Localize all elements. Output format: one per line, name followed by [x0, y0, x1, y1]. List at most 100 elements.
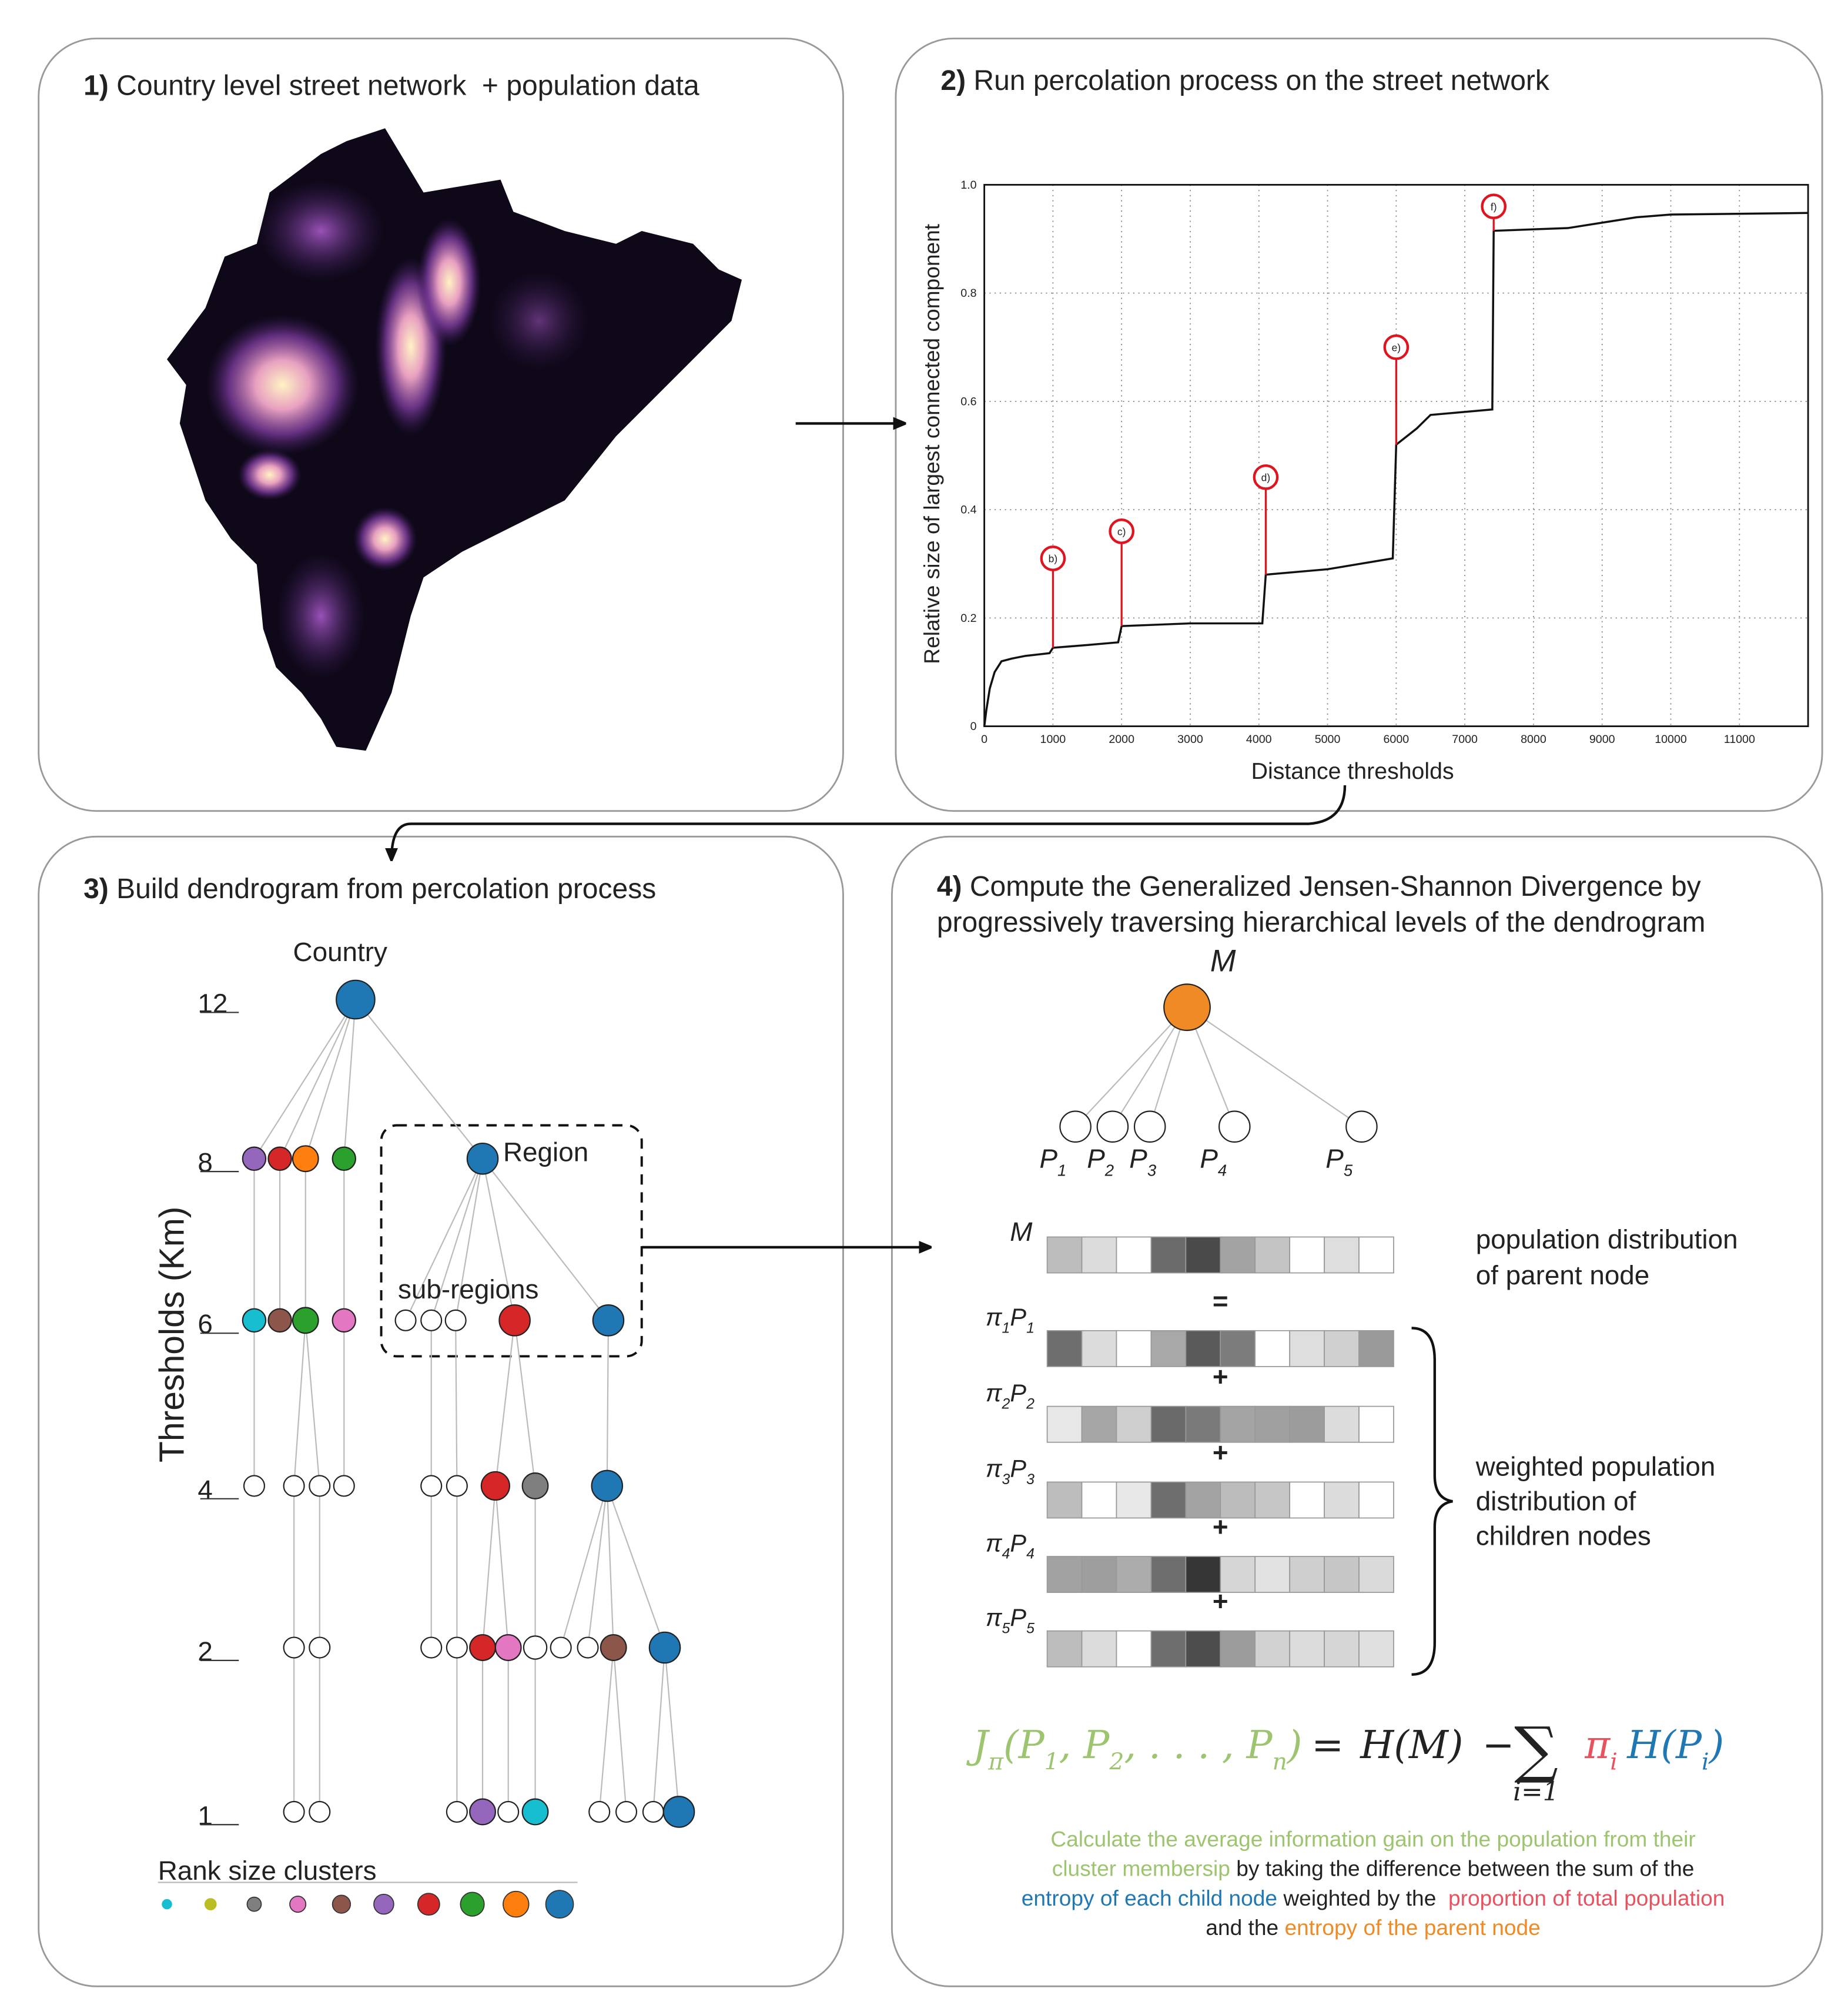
- distribution-cell: [1185, 1236, 1221, 1274]
- tree-edge: [482, 1158, 609, 1321]
- caption-line: Calculate the average information gain o…: [1050, 1826, 1695, 1851]
- plot-frame: [983, 183, 1809, 728]
- map: [167, 128, 742, 751]
- tree-node: [292, 1307, 319, 1334]
- distribution-cell: [1289, 1330, 1325, 1367]
- distribution-cell: [1220, 1236, 1256, 1274]
- tree-edge: [1074, 1006, 1188, 1127]
- tree-node: [592, 1304, 625, 1337]
- distribution-cell: [1185, 1630, 1221, 1668]
- tree-edge: [664, 1647, 680, 1812]
- distribution-cell: [1185, 1481, 1221, 1519]
- text-part: P: [1010, 1603, 1026, 1631]
- distribution-cell: [1046, 1330, 1083, 1367]
- tree-node: [550, 1636, 572, 1659]
- tree-node: [444, 1309, 467, 1331]
- tree-edge: [514, 1320, 536, 1487]
- distribution-cell: [1289, 1556, 1325, 1593]
- distribution-cell: [1324, 1236, 1360, 1274]
- note: weighted population: [1475, 1451, 1716, 1481]
- legend-swatch: [417, 1893, 440, 1916]
- tree-node: [1218, 1110, 1251, 1143]
- distribution-cell: [1220, 1630, 1256, 1668]
- text-part: 3): [83, 873, 109, 905]
- level-label: 12: [197, 988, 227, 1018]
- text-part: P: [1010, 1379, 1026, 1407]
- tree-node: [642, 1800, 664, 1823]
- distribution-cell: [1116, 1330, 1152, 1367]
- y-tick-label: 0.8: [960, 287, 976, 300]
- text-part: H(P: [1626, 1723, 1702, 1767]
- tree-node: [446, 1800, 468, 1823]
- formula-sum: ∑: [1514, 1714, 1558, 1786]
- distribution-cell: [1116, 1405, 1152, 1443]
- panel-title: 1) Country level street network + popula…: [83, 71, 699, 102]
- row-label: M: [1010, 1217, 1033, 1247]
- tree-node: [497, 1800, 520, 1823]
- x-axis-label: Distance thresholds: [1251, 758, 1454, 784]
- tree-node: [469, 1634, 496, 1661]
- distribution-cell: [1081, 1330, 1117, 1367]
- distribution-cell: [1185, 1405, 1221, 1443]
- text-part: , P: [1059, 1723, 1110, 1767]
- tree-node: [333, 1475, 355, 1497]
- distribution-cell: [1046, 1236, 1083, 1274]
- distribution-cell: [1220, 1405, 1256, 1443]
- tree-node: [1096, 1110, 1129, 1143]
- tree-node: [420, 1309, 443, 1331]
- legend-title: Rank size clusters: [158, 1856, 377, 1886]
- tree-node: [600, 1634, 627, 1661]
- tree-node: [469, 1798, 496, 1826]
- distribution-cell: [1081, 1236, 1117, 1274]
- text-part: entropy of each child node: [1022, 1886, 1277, 1910]
- level-label: 8: [197, 1147, 213, 1177]
- tree-node: [292, 1145, 319, 1173]
- tree-edge: [293, 1320, 306, 1487]
- level-label: 2: [197, 1636, 213, 1666]
- tree-edge: [481, 1159, 515, 1321]
- annotation-label: e): [1392, 342, 1401, 353]
- distribution-cell: [1289, 1405, 1325, 1443]
- panel-box: [38, 835, 844, 1987]
- distribution-cell: [1220, 1481, 1256, 1519]
- distribution-cell: [1081, 1481, 1117, 1519]
- distribution-cell: [1046, 1481, 1083, 1519]
- distribution-cell: [1185, 1556, 1221, 1593]
- annotation-label: b): [1049, 553, 1058, 565]
- tree-node: [420, 1636, 443, 1659]
- text-part: π: [986, 1529, 1003, 1556]
- tree-node: [243, 1475, 266, 1497]
- panel-title: 2) Run percolation process on the street…: [940, 65, 1550, 96]
- tree-node: [283, 1800, 305, 1823]
- text-part: 4: [1218, 1161, 1227, 1179]
- distribution-cell: [1150, 1556, 1187, 1593]
- tree-edge: [606, 1320, 610, 1486]
- tree-edge: [606, 1485, 666, 1648]
- label: π2P2: [986, 1379, 1035, 1412]
- text-part: π: [987, 1749, 1004, 1775]
- tree-node: [577, 1636, 599, 1659]
- x-tick-label: 7000: [1452, 733, 1478, 746]
- caption-line: and the entropy of the parent node: [1206, 1915, 1540, 1940]
- panel-title: 4) Compute the Generalized Jensen-Shanno…: [937, 871, 1701, 902]
- population-area: [417, 218, 481, 347]
- tree-node: [446, 1475, 468, 1497]
- distribution-cell: [1358, 1236, 1394, 1274]
- distribution-cell: [1289, 1236, 1325, 1274]
- label: P5: [1325, 1144, 1353, 1180]
- tree-edge: [560, 1485, 608, 1648]
- text-part: π: [1584, 1723, 1611, 1767]
- region-label: Region: [503, 1137, 588, 1167]
- text-part: 2: [1026, 1395, 1035, 1412]
- annotation-marker: [1253, 464, 1279, 490]
- label: π3P3: [986, 1455, 1035, 1488]
- distribution-cell: [1150, 1330, 1187, 1367]
- tree-node: [283, 1636, 305, 1659]
- tree-node: [480, 1471, 510, 1501]
- distribution-cell: [1116, 1481, 1152, 1519]
- text-part: i: [1702, 1749, 1709, 1775]
- tree-node: [1345, 1110, 1378, 1143]
- distribution-cell: [1046, 1630, 1083, 1668]
- distribution-cell: [1081, 1630, 1117, 1668]
- distribution-cell: [1116, 1236, 1152, 1274]
